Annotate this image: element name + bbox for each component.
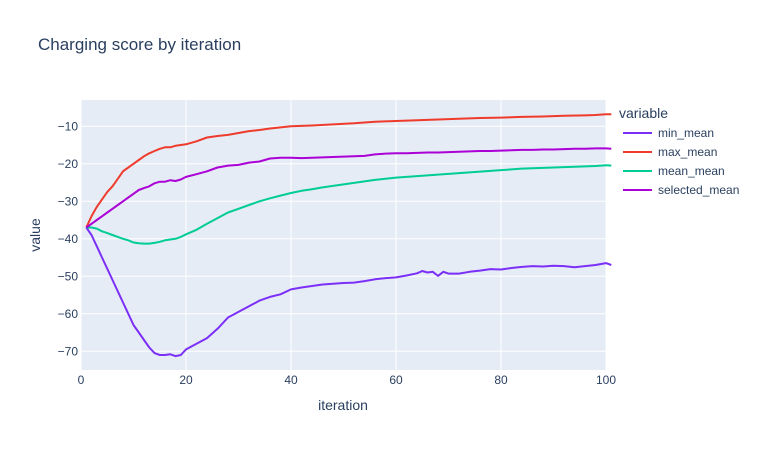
x-tick-label: 20 [179,373,193,387]
legend-title: variable [619,105,668,121]
y-axis-title: value [27,218,43,252]
series-line-min-mean [85,226,612,358]
y-tick-label: −70 [58,344,79,358]
x-axis-title: iteration [318,397,368,413]
y-tick-label: −50 [58,269,79,283]
x-tick-label: 60 [389,373,403,387]
x-tick-label: 100 [596,373,616,387]
series-line-selected-mean [85,147,612,229]
y-tick-label: −30 [58,194,79,208]
series-line-mean-mean [86,164,612,245]
series-line-max-mean [85,113,612,228]
x-tick-label: 40 [284,373,298,387]
y-tick-label: −20 [58,157,79,171]
y-axis-ticks: −70 −60 −50 −40 −30 −20 −10 [58,119,79,358]
series-layer [85,113,612,358]
plot-background [81,100,606,370]
y-tick-label: −60 [58,307,79,321]
legend: variable min_mean max_mean mean_meanselect… [619,105,739,197]
y-tick-label: −40 [58,232,79,246]
y-tick-label: −10 [58,119,79,133]
x-tick-label: 0 [78,373,85,387]
x-axis-ticks: 0 20 40 60 80 100 [78,373,617,387]
legend-label: max_mean [658,145,717,159]
chart-title: Charging score by iteration [38,35,241,54]
grid [80,100,607,370]
legend-label: selected_mean [658,183,739,197]
legend-label: mean_mean [658,164,725,178]
x-tick-label: 80 [494,373,508,387]
legend-label: min_mean [658,126,714,140]
